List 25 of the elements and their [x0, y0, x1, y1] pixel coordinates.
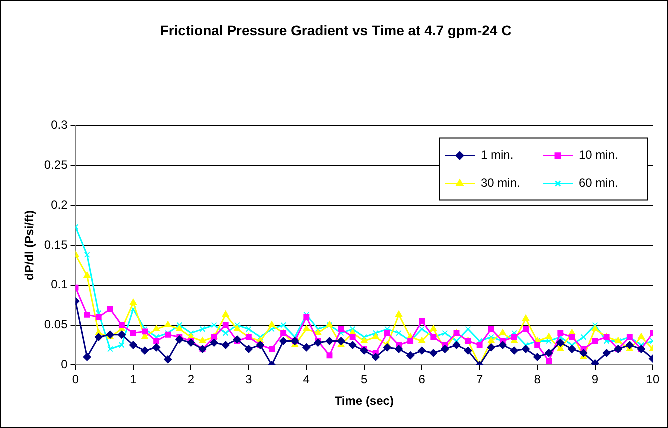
x-tick-label: 9 — [592, 372, 599, 387]
legend-label: 10 min. — [579, 148, 618, 162]
x-tick-label: 7 — [476, 372, 484, 387]
x-tick-label: 6 — [418, 372, 426, 387]
x-axis-title: Time (sec) — [334, 394, 394, 408]
x-tick-label: 10 — [646, 372, 660, 387]
y-tick-label: 0.15 — [44, 238, 68, 252]
legend-label: 1 min. — [481, 148, 514, 162]
chart-title: Frictional Pressure Gradient vs Time at 4.7 gpm-24 C — [160, 22, 512, 38]
y-tick-label: 0.25 — [44, 158, 68, 172]
x-tick-label: 0 — [72, 372, 80, 387]
x-tick-label: 8 — [534, 372, 542, 387]
x-tick-label: 4 — [303, 372, 310, 387]
y-tick-label: 0 — [61, 358, 68, 372]
y-tick-label: 0.3 — [51, 118, 68, 132]
x-tick-label: 5 — [361, 372, 368, 387]
x-tick-label: 3 — [246, 372, 253, 387]
y-tick-label: 0.1 — [51, 278, 68, 292]
x-tick-label: 2 — [188, 372, 195, 387]
x-tick-label: 1 — [130, 372, 138, 387]
y-tick-label: 0.2 — [51, 198, 68, 212]
legend-label: 30 min. — [481, 176, 520, 190]
y-axis-title: dP/dl (Psi/ft) — [22, 210, 37, 280]
legend-label: 60 min. — [579, 176, 618, 190]
y-tick-label: 0.05 — [44, 318, 68, 332]
